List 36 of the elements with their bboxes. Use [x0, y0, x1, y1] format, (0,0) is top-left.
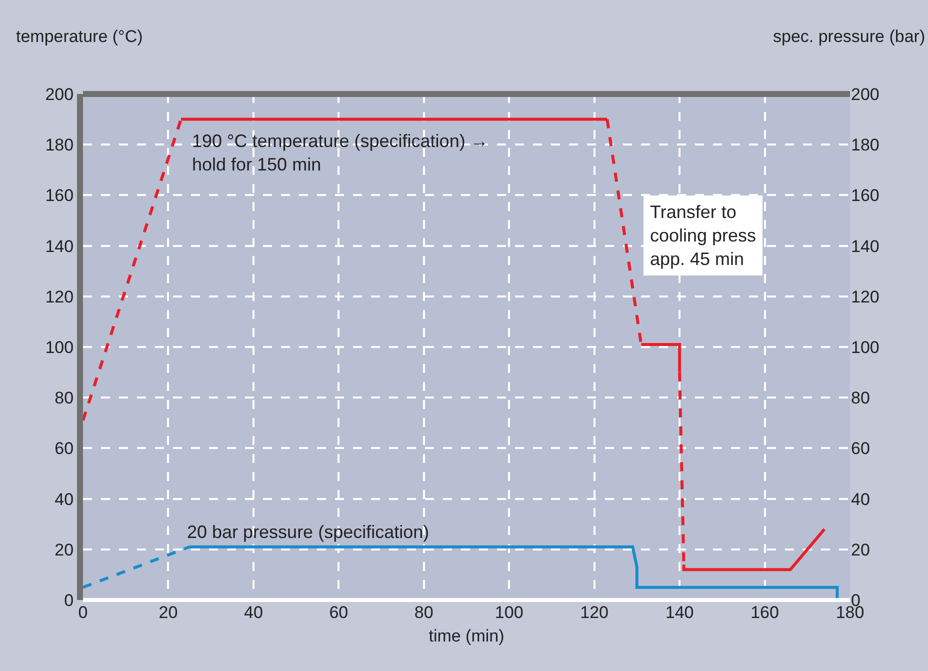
y-tick-label: 180: [45, 136, 74, 155]
annotation: 20 bar pressure (specification): [187, 522, 430, 542]
x-tick-label: 140: [665, 603, 694, 622]
y-tick-label: 20: [54, 540, 74, 560]
x-tick-label: 0: [78, 603, 88, 622]
y-tick-label: 200: [45, 84, 74, 104]
y2-tick-label: 20: [851, 540, 870, 560]
y-tick-label: 100: [45, 338, 74, 357]
x-tick-label: 160: [750, 603, 779, 622]
x-tick-label: 40: [244, 603, 263, 622]
y2-tick-label: 80: [851, 388, 870, 408]
annotation: 190 °C temperature (specification) → hold for 150 min: [192, 131, 488, 174]
annotation: Transfer to cooling press app. 45 min: [650, 202, 756, 269]
x-tick-label: 20: [158, 603, 178, 622]
y-axis-title: temperature (°C): [16, 27, 143, 46]
y-tick-label: 140: [45, 236, 74, 256]
y2-tick-label: 100: [851, 338, 880, 357]
y-tick-label: 80: [54, 388, 74, 408]
x-tick-label: 120: [580, 603, 609, 622]
y-tick-label: 120: [45, 287, 74, 306]
y2-tick-label: 160: [851, 186, 880, 206]
y2-tick-label: 60: [851, 439, 870, 458]
y2-tick-label: 140: [851, 236, 880, 256]
y2-tick-label: 120: [851, 287, 880, 306]
y2-tick-label: 40: [851, 490, 870, 509]
y2-tick-label: 200: [851, 84, 880, 104]
y-tick-label: 0: [64, 590, 74, 610]
y2-tick-label: 180: [851, 136, 880, 155]
x-tick-label: 100: [494, 603, 524, 622]
y-tick-label: 60: [54, 439, 74, 458]
x-axis-title: time (min): [428, 626, 504, 646]
x-tick-label: 80: [414, 603, 434, 622]
y-tick-label: 160: [45, 186, 74, 206]
y2-axis-title: spec. pressure (bar): [773, 27, 926, 46]
x-tick-label: 60: [329, 603, 348, 622]
y-tick-label: 40: [54, 490, 74, 509]
